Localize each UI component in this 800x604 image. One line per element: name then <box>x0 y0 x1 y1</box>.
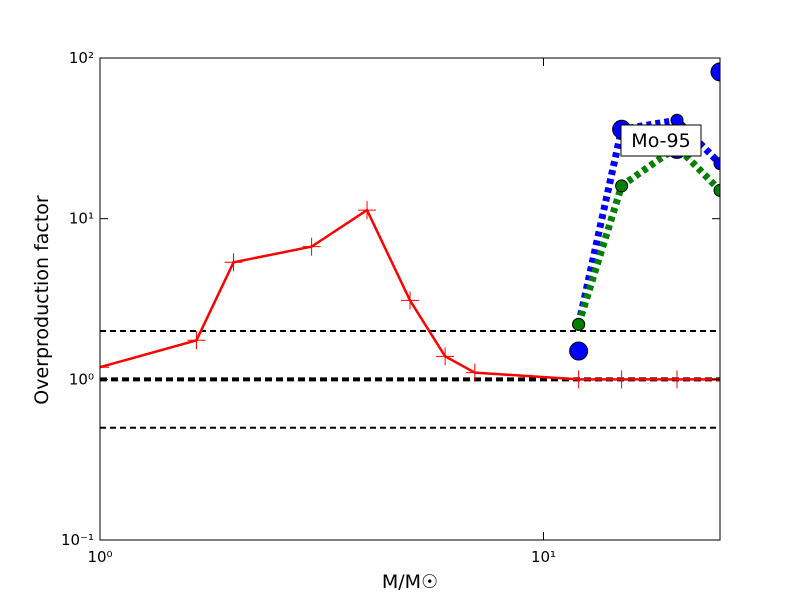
marker <box>713 157 720 171</box>
axes-frame <box>99 57 721 541</box>
marker <box>465 363 484 382</box>
x-tick-label: 10¹ <box>531 548 556 566</box>
marker <box>670 113 684 127</box>
marker <box>612 370 631 389</box>
marker <box>100 358 109 377</box>
annotation-text: Mo-95 <box>631 130 690 152</box>
x-tick-label: 10⁰ <box>87 548 112 566</box>
y-tick-label: 10⁻¹ <box>61 531 94 549</box>
marker <box>187 331 206 350</box>
y-tick-label: 10¹ <box>69 210 94 228</box>
annotation: Mo-95 <box>620 124 702 157</box>
marker <box>572 317 586 331</box>
x-axis-label: M/M☉ <box>382 571 438 593</box>
annotation-box <box>620 124 702 157</box>
series-line <box>100 208 720 381</box>
marker <box>302 237 321 256</box>
marker <box>668 370 687 389</box>
marker <box>710 62 720 82</box>
marker <box>569 370 588 389</box>
y-tick-label: 10² <box>69 49 94 67</box>
marker <box>436 347 455 366</box>
y-tick-label: 10⁰ <box>69 370 94 388</box>
marker <box>401 291 419 310</box>
marker <box>224 253 243 272</box>
y-axis-label: Overproduction factor <box>31 195 53 405</box>
marker <box>358 201 377 220</box>
marker <box>713 183 720 197</box>
series-line <box>575 142 720 326</box>
marker <box>569 341 589 361</box>
marker <box>615 179 629 193</box>
